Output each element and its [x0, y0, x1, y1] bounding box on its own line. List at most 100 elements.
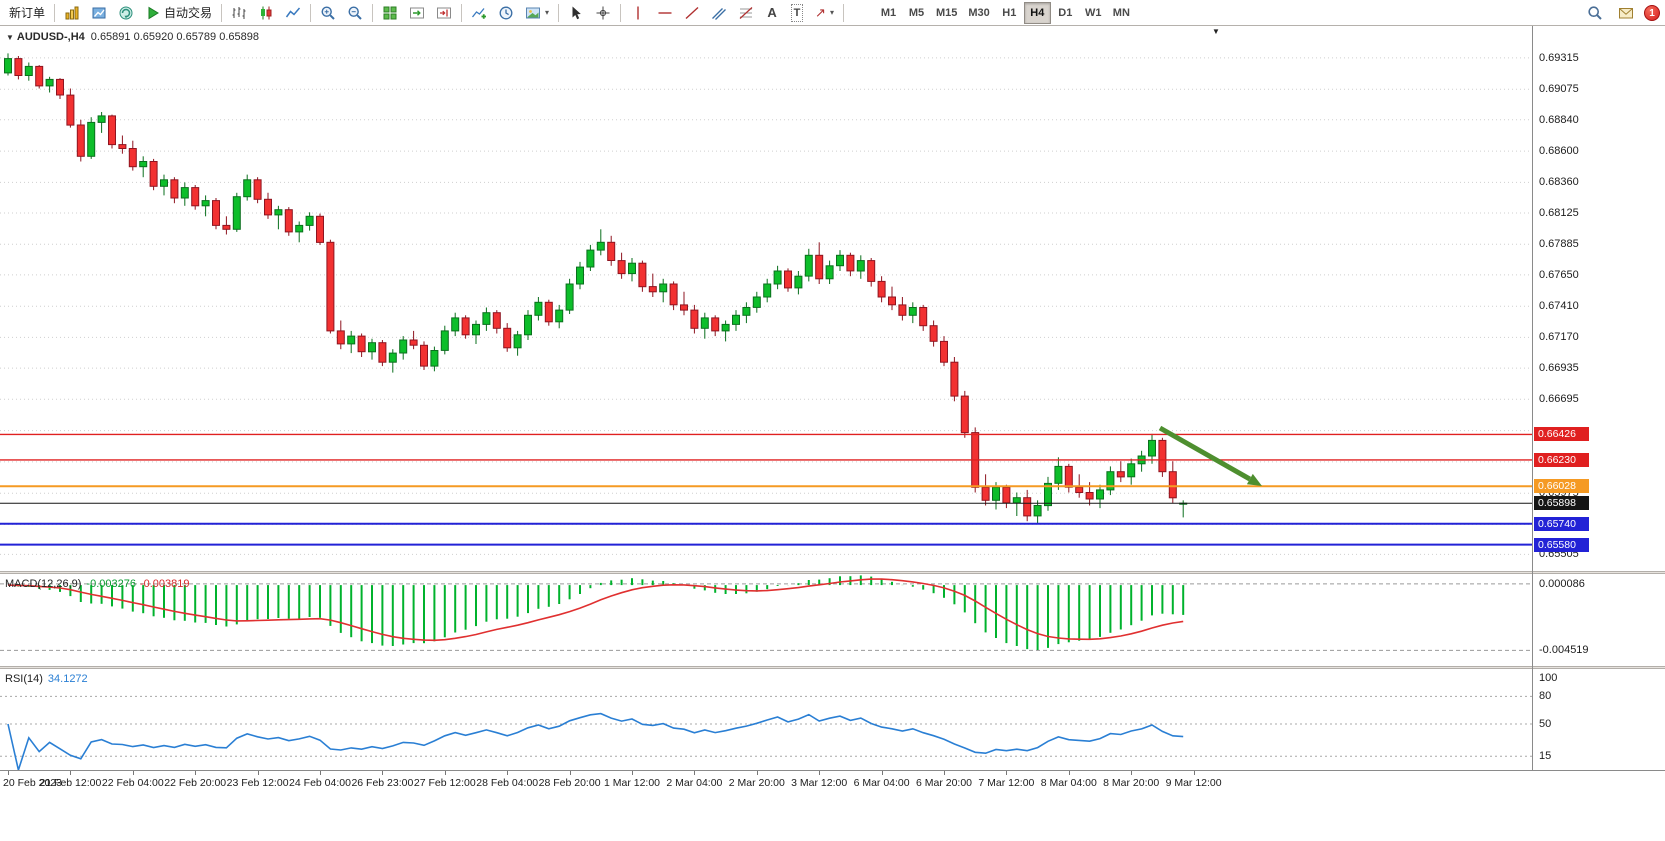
macd-label: MACD(12,26,9) -0.003276 -0.003819: [5, 578, 190, 590]
rsi-label: RSI(14) 34.1272: [5, 673, 88, 685]
label-tool-icon: T: [790, 3, 804, 22]
tile-windows-icon: [383, 6, 397, 19]
chart-shift-icon: [437, 7, 452, 18]
timeframe-h4[interactable]: H4: [1023, 1, 1051, 24]
rsi-name: RSI(14): [5, 673, 43, 685]
auto-trading-button[interactable]: 自动交易: [140, 2, 217, 24]
main-chart-panel[interactable]: [0, 26, 1532, 572]
add-indicator-button[interactable]: [466, 2, 492, 24]
toolbar-separator: [310, 3, 312, 22]
time-tick: [1006, 771, 1008, 775]
mail-icon: [1619, 8, 1633, 19]
date-label: 8 Mar 20:00: [1103, 777, 1160, 789]
date-label: 9 Mar 12:00: [1165, 777, 1222, 789]
axis-separator: [1532, 26, 1533, 770]
cursor-icon: [572, 6, 581, 19]
profiles-button[interactable]: [86, 2, 112, 24]
date-label: 1 Mar 12:00: [603, 777, 661, 789]
timeframe-m5[interactable]: M5: [903, 2, 930, 24]
channel-tool-button[interactable]: [706, 2, 732, 24]
time-tick: [195, 771, 197, 775]
add-indicator-icon: [472, 7, 487, 19]
panel-splitter[interactable]: [0, 666, 1665, 669]
rsi-axis-label: 80: [1539, 690, 1552, 703]
line-chart-button[interactable]: [280, 2, 306, 24]
price-axis-label: 0.66695: [1539, 393, 1579, 406]
price-axis-label: 0.68360: [1539, 176, 1579, 189]
new-chart-button[interactable]: [59, 2, 85, 24]
price-axis-label: 0.67170: [1539, 331, 1579, 344]
price-axis-label: 0.68600: [1539, 145, 1579, 158]
templates-icon: [526, 7, 541, 18]
search-button[interactable]: [1582, 2, 1608, 24]
timeframe-mn[interactable]: MN: [1108, 2, 1135, 24]
text-tool-button[interactable]: A: [760, 2, 784, 24]
rsi-panel[interactable]: [0, 670, 1532, 770]
toolbar-separator: [558, 3, 560, 22]
vertical-line-tool-button[interactable]: [625, 2, 651, 24]
time-tick: [257, 771, 259, 775]
timeframe-w1[interactable]: W1: [1080, 2, 1107, 24]
toolbar-separator: [221, 3, 223, 22]
candlestick-chart-button[interactable]: [253, 2, 279, 24]
chevron-down-icon: ▾: [829, 8, 834, 17]
profiles-icon: [92, 7, 106, 18]
auto-scroll-button[interactable]: [404, 2, 430, 24]
macd-signal-value: -0.003819: [139, 578, 190, 590]
chart-shift-button[interactable]: [431, 2, 457, 24]
symbol-title: AUDUSD-,H4: [16, 31, 85, 43]
macd-panel[interactable]: [0, 575, 1532, 666]
arrow-tool-icon: ↗: [815, 4, 826, 20]
time-tick: [444, 771, 446, 775]
macd-name: MACD(12,26,9): [5, 578, 82, 590]
macd-axis-label: -0.004519: [1539, 644, 1589, 657]
timeframe-m1[interactable]: M1: [875, 2, 902, 24]
tile-windows-button[interactable]: [377, 2, 403, 24]
templates-button[interactable]: ▾: [520, 2, 554, 24]
time-tick: [756, 771, 758, 775]
period-button[interactable]: [493, 2, 519, 24]
date-label: 2 Mar 20:00: [728, 777, 785, 789]
timeframe-m30[interactable]: M30: [963, 2, 994, 24]
price-axis: 0.69315 0.69075 0.68840 0.68600 0.68360 0.681…: [1533, 26, 1665, 572]
fibonacci-tool-button[interactable]: [733, 2, 759, 24]
label-tool-button[interactable]: T: [785, 2, 809, 24]
auto-trading-label: 自动交易: [164, 6, 213, 20]
rsi-axis-label: 50: [1539, 718, 1552, 730]
notification-badge[interactable]: 1: [1644, 5, 1660, 21]
zoom-in-button[interactable]: [315, 2, 341, 24]
price-axis-label: 0.68840: [1539, 113, 1579, 126]
crosshair-button[interactable]: [590, 2, 616, 24]
bar-chart-button[interactable]: [226, 2, 252, 24]
time-axis[interactable]: 20 Feb 2023 21 Feb 12:00 22 Feb 04:00 22 Fe…: [0, 770, 1665, 794]
new-order-button[interactable]: 新订单: [4, 2, 50, 24]
toolbar-separator: [372, 3, 374, 22]
one-click-trading-toggle-icon[interactable]: ▼: [6, 33, 14, 42]
date-label: 2 Mar 04:00: [666, 777, 723, 789]
time-tick: [382, 771, 384, 775]
zoom-in-icon: [321, 5, 335, 20]
horizontal-line-tool-button[interactable]: [652, 2, 678, 24]
rsi-value: 34.1272: [47, 673, 88, 685]
data-window-button[interactable]: [113, 2, 139, 24]
trendline-icon: [685, 6, 699, 19]
chart-shift-marker-icon[interactable]: ▼: [1212, 27, 1220, 36]
mailbox-button[interactable]: [1613, 2, 1639, 24]
toolbar-separator: [842, 3, 844, 22]
cursor-button[interactable]: [563, 2, 589, 24]
price-tag: 0.66028: [1534, 479, 1589, 494]
rsi-axis-label: 15: [1539, 750, 1552, 763]
timeframe-h1[interactable]: H1: [996, 2, 1023, 24]
date-label: 22 Feb 20:00: [164, 777, 227, 789]
arrows-tool-button[interactable]: ↗ ▾: [810, 2, 839, 24]
panel-splitter[interactable]: [0, 571, 1665, 574]
time-tick: [132, 771, 134, 775]
search-icon: [1588, 6, 1602, 20]
timeframe-m15[interactable]: M15: [931, 2, 962, 24]
toolbar-right-group: 1: [1582, 1, 1660, 25]
zoom-out-button[interactable]: [342, 2, 368, 24]
trendline-tool-button[interactable]: [679, 2, 705, 24]
price-tag: 0.65740: [1534, 516, 1589, 531]
timeframe-d1[interactable]: D1: [1052, 2, 1079, 24]
